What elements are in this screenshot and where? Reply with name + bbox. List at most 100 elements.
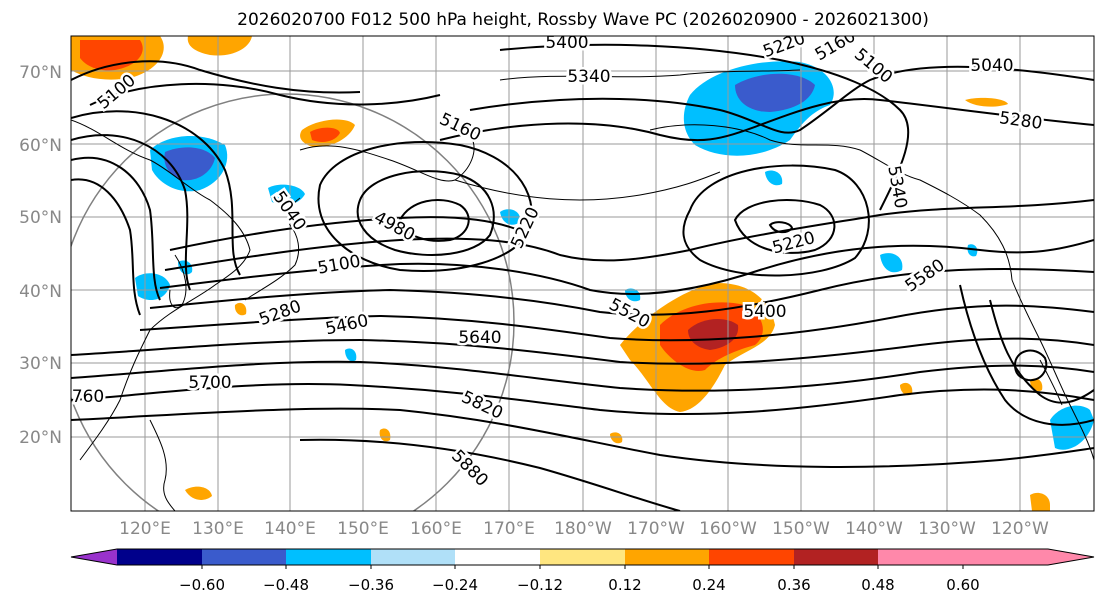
anomaly-positive-small-2 (610, 432, 623, 444)
reference-circle (71, 93, 515, 511)
contour-3 (71, 337, 1094, 365)
contour-4 (139, 304, 1094, 342)
lat-label: 50°N (19, 208, 62, 228)
contour-label: 5700 (188, 373, 231, 393)
map-frame (70, 35, 1095, 512)
contour-nw-1 (71, 60, 361, 94)
contour-2 (71, 360, 1094, 392)
colorbar-tick-label: 0.36 (777, 576, 810, 594)
anomaly-positive-small-7 (234, 302, 247, 316)
colorbar-tick-label: −0.36 (348, 576, 394, 594)
coast-asia (71, 119, 251, 461)
contour-label: 5400 (743, 302, 786, 322)
anomaly-negative-small-5 (967, 244, 978, 257)
contour-label: 5040 (970, 56, 1013, 76)
height-contours (71, 43, 1094, 511)
anomaly-positive-small-6 (965, 97, 1008, 107)
coast-japan (244, 197, 301, 301)
contour-label: 5640 (458, 328, 501, 348)
colorbar-bin (625, 549, 709, 565)
anomaly-positive-small-3 (185, 486, 212, 500)
contour-south-1 (71, 407, 1094, 468)
colorbar-tick-labels: −0.60 −0.48 −0.36 −0.24 −0.12 0.12 0.24 … (179, 576, 980, 594)
colorbar-tick-label: −0.12 (517, 576, 563, 594)
contour-west-2 (71, 156, 161, 301)
anomaly-positive-north (187, 36, 252, 56)
colorbar-bin (709, 549, 794, 565)
colorbar (70, 548, 1095, 569)
colorbar-tick-label: −0.60 (179, 576, 225, 594)
lat-label: 20°N (19, 428, 62, 448)
lon-label: 150°W (772, 519, 830, 539)
contour-east-loop (1013, 349, 1048, 382)
contour-label: 5400 (545, 33, 588, 53)
anomaly-negative-small-3 (345, 348, 357, 362)
lon-label: 160°W (699, 519, 757, 539)
colorbar-extend-max (1048, 549, 1094, 565)
contour-nw-2 (89, 82, 441, 106)
coast-philippines (149, 419, 176, 511)
contour-low-nw-1 (398, 199, 470, 242)
colorbar-tick-label: −0.24 (432, 576, 478, 594)
contour-low-nw-3 (317, 141, 533, 272)
coast-baja (1039, 359, 1063, 406)
colorbar-bin (794, 549, 878, 565)
lon-label: 130°W (918, 519, 976, 539)
anomaly-positive-small-1 (379, 428, 391, 442)
contour-west-4 (71, 110, 241, 276)
colorbar-outline (70, 548, 1095, 566)
anomaly-strong-okhotsk (310, 127, 340, 142)
contour-low-ne-3 (682, 164, 870, 277)
contour-7 (164, 199, 1094, 271)
lon-label: 170°W (627, 519, 685, 539)
colorbar-tick-label: 0.12 (608, 576, 641, 594)
lon-label: 180°W (554, 519, 612, 539)
colorbar-bin (117, 549, 202, 565)
contour-west-3 (71, 134, 191, 291)
coast-arctic (499, 69, 801, 81)
colorbar-bin (540, 549, 625, 565)
contour-label: 5340 (567, 67, 610, 87)
contour-5 (149, 268, 1094, 316)
colorbar-extend-min (71, 549, 117, 565)
latitude-labels: 70°N 60°N 50°N 40°N 30°N 20°N (19, 63, 62, 448)
contour-label: 760 (72, 387, 104, 407)
anomaly-positive-small-5 (1030, 492, 1050, 511)
colorbar-bin (878, 549, 1048, 565)
colorbar-bin (286, 549, 371, 565)
lon-label: 160°E (410, 519, 462, 539)
lon-label: 140°E (264, 519, 316, 539)
colorbar-bin (371, 549, 455, 565)
lon-label: 130°E (192, 519, 244, 539)
coast-na-west (1011, 279, 1094, 461)
contour-6 (159, 239, 1094, 295)
contour-south-2 (299, 438, 681, 511)
map-title: 2026020700 F012 500 hPa height, Rossby W… (237, 10, 929, 30)
lon-label: 140°W (845, 519, 903, 539)
graticule-lines (71, 36, 1094, 511)
lon-label: 170°E (483, 519, 535, 539)
anomaly-positive-small-4 (900, 382, 913, 396)
contour-1 (71, 383, 1094, 416)
anomaly-negative-hokkaido (268, 184, 305, 205)
lon-label: 120°W (991, 519, 1049, 539)
contour-low-ne-2 (733, 199, 836, 254)
longitude-labels: 120°E 130°E 140°E 150°E 160°E 170°E 180°… (119, 519, 1049, 539)
anomaly-negative-small-6 (765, 170, 783, 186)
colorbar-tick-label: 0.60 (946, 576, 979, 594)
anomaly-strong-negative-bering (735, 73, 815, 112)
contour-east-2 (959, 284, 1094, 426)
colorbar-bin (455, 549, 540, 565)
anomaly-max-central-pacific (688, 318, 739, 350)
contour-arc-north-1 (499, 43, 910, 211)
lat-label: 70°N (19, 63, 62, 83)
lat-label: 40°N (19, 282, 62, 302)
coast-aleutians (454, 171, 721, 201)
contour-arc-north-3 (439, 98, 1094, 142)
contour-low-ne-1 (768, 221, 794, 234)
anomaly-negative-korea (135, 273, 170, 301)
contour-west-1 (71, 178, 141, 316)
colorbar-bin (202, 549, 286, 565)
contour-east-1 (989, 299, 1094, 404)
